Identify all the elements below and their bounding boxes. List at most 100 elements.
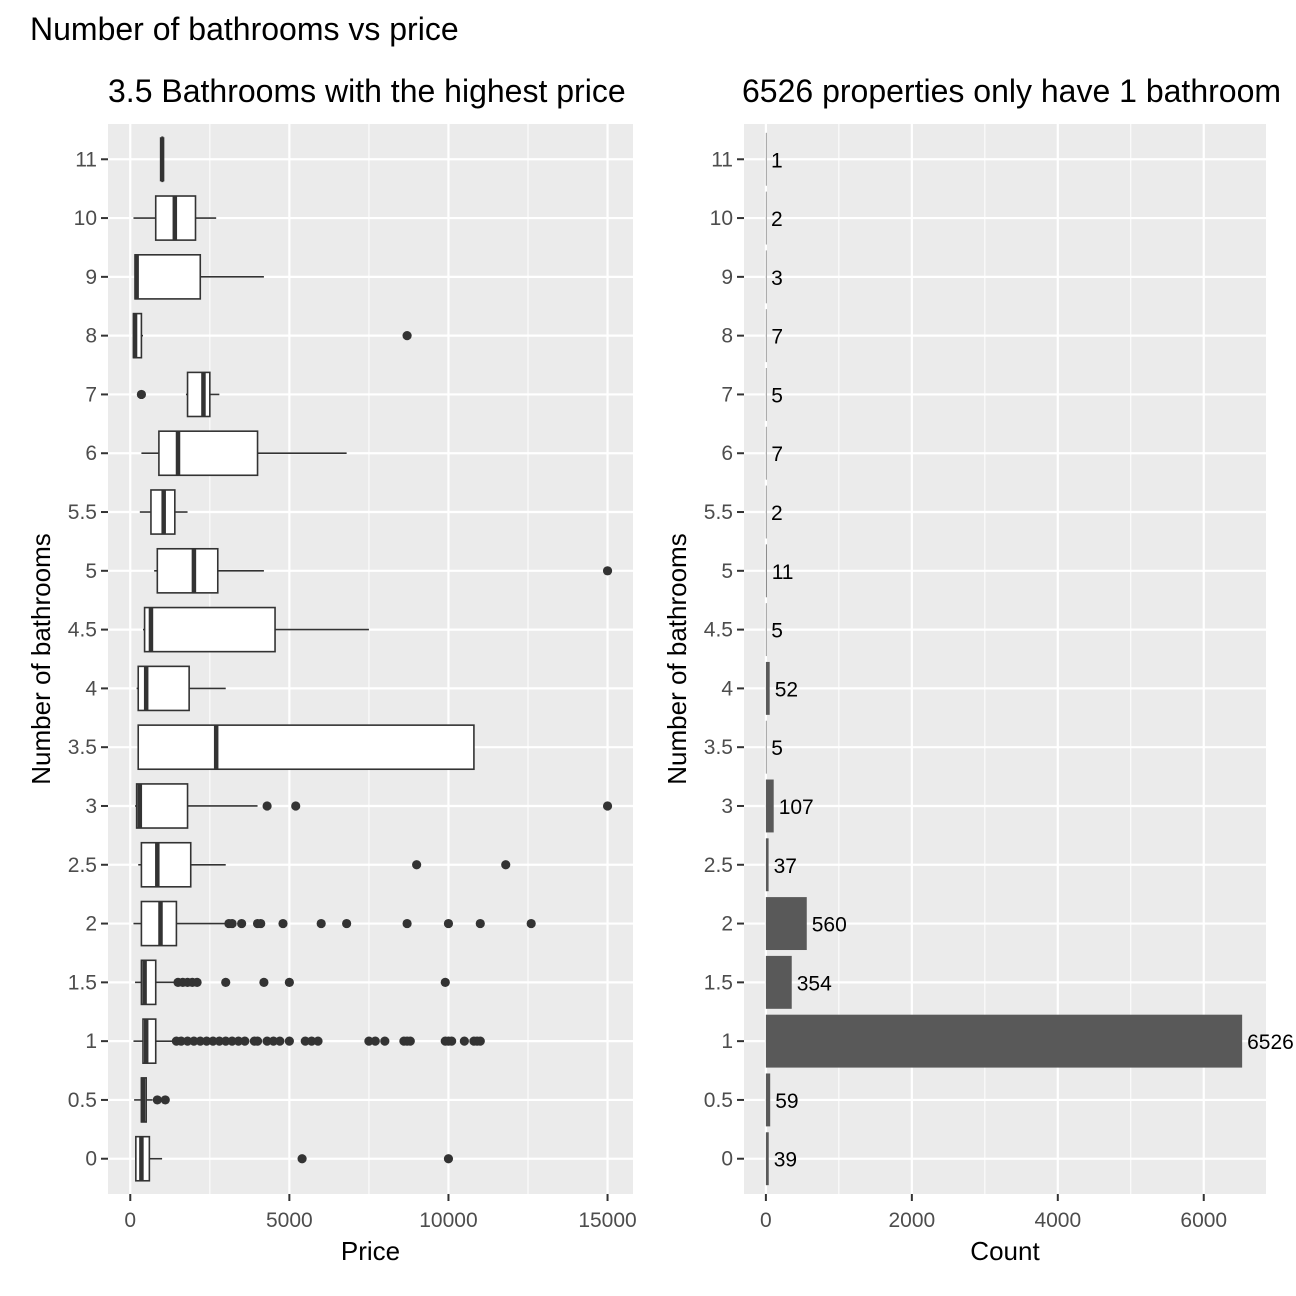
box-outlier <box>152 1095 162 1105</box>
right-x-axis-title: Count <box>970 1236 1040 1266</box>
left-y-tick-label: 2.5 <box>68 854 97 877</box>
left-y-tick-label: 3 <box>85 795 97 818</box>
right-y-tick-label: 1 <box>721 1030 733 1053</box>
bar-7 <box>765 367 767 421</box>
box-outlier <box>364 1036 374 1046</box>
box-outlier <box>208 1036 218 1046</box>
box-outlier <box>307 1036 317 1046</box>
left-y-tick-label: 7 <box>85 383 97 406</box>
right-y-axis-title: Number of bathrooms <box>662 533 692 784</box>
right-y-tick-label: 5.5 <box>704 501 733 524</box>
bar-9 <box>765 250 767 304</box>
bar-1.5 <box>765 955 792 1009</box>
bar-value-label: 52 <box>775 678 798 701</box>
right-y-tick-label: 5 <box>721 560 733 583</box>
box-iqr <box>137 724 475 771</box>
box-outlier <box>252 1036 263 1046</box>
bar-3 <box>765 779 774 833</box>
box-outlier <box>526 918 536 929</box>
bar-1 <box>765 1014 1243 1068</box>
left-y-tick-label: 1.5 <box>68 971 97 994</box>
box-outlier <box>268 1036 279 1046</box>
right-panel-title: 6526 properties only have 1 bathroom <box>742 73 1281 109</box>
left-y-tick-label: 10 <box>74 207 97 230</box>
right-y-tick-label: 6 <box>721 442 733 465</box>
left-y-tick-label: 0.5 <box>68 1089 97 1112</box>
box-outlier <box>443 1154 454 1164</box>
bar-value-label: 560 <box>812 914 847 937</box>
left-y-tick-label: 11 <box>75 148 97 171</box>
box-outlier <box>240 1036 250 1046</box>
bar-10 <box>765 191 767 245</box>
right-y-tick-label: 4 <box>721 677 733 700</box>
box-outlier <box>313 1036 323 1046</box>
box-outlier <box>192 977 202 987</box>
box-outlier <box>275 1036 285 1046</box>
box-3 <box>135 783 613 829</box>
bar-5.5 <box>765 485 767 539</box>
bar-value-label: 7 <box>771 443 783 466</box>
box-9 <box>134 254 264 300</box>
box-1 <box>133 1018 485 1064</box>
right-x-tick-label: 0 <box>760 1209 772 1232</box>
box-outlier <box>405 1036 415 1046</box>
right-y-tick-label: 2.5 <box>704 854 733 877</box>
right-y-tick-label: 3 <box>721 795 733 818</box>
bar-0.5 <box>765 1073 771 1127</box>
box-11 <box>159 136 165 183</box>
right-y-tick-label: 1.5 <box>704 971 733 994</box>
box-4.5 <box>143 606 369 653</box>
bar-8 <box>765 309 767 363</box>
box-iqr <box>135 783 189 829</box>
box-5 <box>154 547 613 594</box>
left-y-tick-label: 4.5 <box>68 619 97 642</box>
box-iqr <box>143 606 276 653</box>
box-outlier <box>284 1036 294 1046</box>
right-x-tick-label: 6000 <box>1180 1209 1227 1232</box>
box-outlier <box>160 1095 170 1105</box>
right-y-tick-label: 2 <box>721 913 733 936</box>
left-panel-boxplot: 0 0.5 1 1.5 2 2.5 3 3.5 4 4.5 5 5.5 6 7 8 9 10 11 0 5000 100… <box>26 124 637 1266</box>
box-outlier <box>259 977 269 987</box>
bar-4 <box>765 661 770 715</box>
box-outlier <box>602 566 613 576</box>
bar-value-label: 5 <box>771 384 783 407</box>
box-outlier <box>227 1036 237 1046</box>
left-y-tick-label: 6 <box>85 442 97 465</box>
box-iqr <box>156 547 219 594</box>
box-outlier <box>189 1036 199 1046</box>
box-outlier <box>443 918 454 929</box>
box-4 <box>136 665 226 712</box>
box-outlier <box>475 1036 485 1046</box>
bar-value-label: 2 <box>771 502 783 525</box>
bar-value-label: 39 <box>774 1149 797 1172</box>
left-y-tick-label: 9 <box>85 266 97 289</box>
right-panel-bar-chart: 0 0.5 1 1.5 2 2.5 3 3.5 4 4.5 5 5.5 6 7 8 9 10 11 0 2000 400… <box>662 124 1294 1266</box>
left-y-axis-title: Number of bathrooms <box>26 533 56 784</box>
box-iqr <box>186 371 211 418</box>
bar-value-label: 11 <box>772 561 794 584</box>
right-y-tick-label: 3.5 <box>704 736 733 759</box>
box-outlier <box>300 1036 310 1046</box>
left-x-axis-title: Price <box>341 1236 400 1266</box>
box-outlier <box>475 918 485 929</box>
left-panel-title: 3.5 Bathrooms with the highest price <box>108 73 626 109</box>
box-outlier <box>262 1036 272 1046</box>
box-5.5 <box>139 489 188 535</box>
bar-value-label: 1 <box>771 149 783 172</box>
bar-value-label: 354 <box>797 972 832 995</box>
bar-6 <box>765 426 767 480</box>
box-outlier <box>221 1036 231 1046</box>
bar-0 <box>765 1132 769 1186</box>
left-y-tick-label: 5 <box>85 560 97 583</box>
bar-5 <box>765 544 767 598</box>
bar-value-label: 37 <box>774 855 797 878</box>
bar-3.5 <box>765 720 767 774</box>
box-outlier <box>227 918 237 929</box>
box-outlier <box>291 801 301 811</box>
box-outlier <box>440 977 450 987</box>
box-2.5 <box>138 841 511 888</box>
right-y-tick-label: 9 <box>721 266 733 289</box>
right-y-tick-label: 7 <box>721 383 733 406</box>
